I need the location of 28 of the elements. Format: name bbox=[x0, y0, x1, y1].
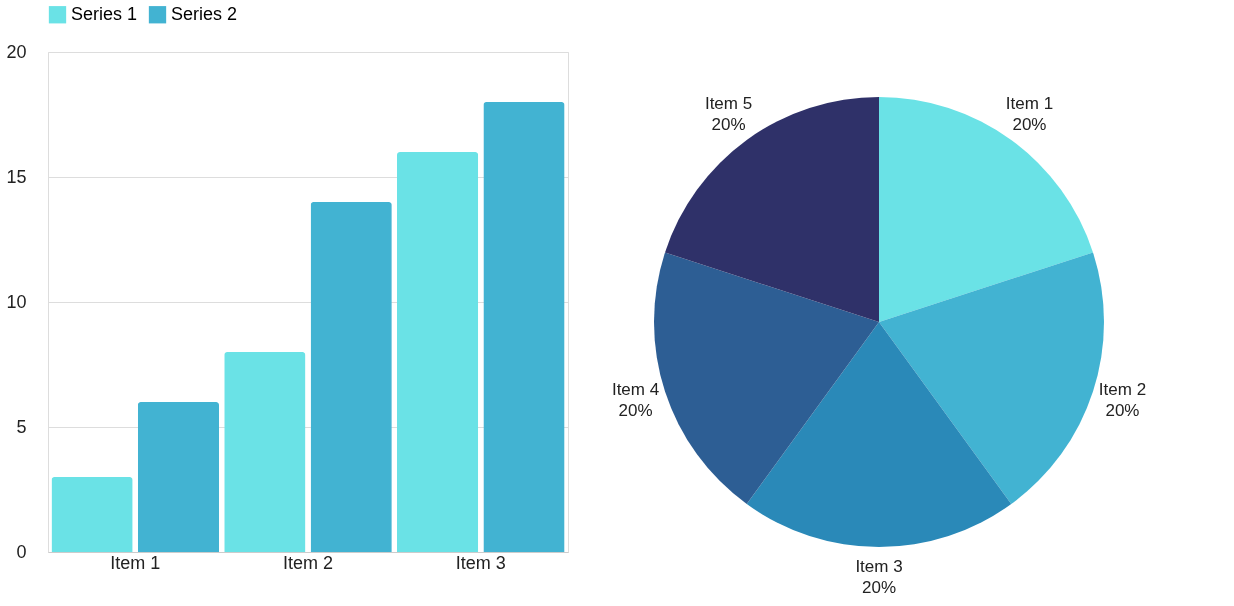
y-tick-label: 5 bbox=[16, 416, 27, 437]
bar bbox=[483, 102, 565, 552]
data-label: 20% bbox=[861, 578, 897, 597]
bar bbox=[51, 477, 133, 552]
x-tick-label: Item 3 bbox=[455, 552, 506, 573]
bar bbox=[310, 202, 392, 552]
x-tick-label: Item 2 bbox=[282, 552, 334, 573]
y-tick-label: 15 bbox=[6, 166, 27, 187]
data-label: 20% bbox=[1012, 114, 1047, 134]
pie-slice bbox=[879, 97, 1093, 322]
bar bbox=[396, 152, 479, 552]
legend-label: Series 2 bbox=[171, 3, 238, 24]
bar bbox=[137, 402, 220, 552]
slice-label: Item 4 bbox=[611, 380, 660, 400]
data-label: 20% bbox=[1105, 401, 1140, 421]
data-label: 20% bbox=[618, 401, 653, 421]
slice-label: Item 2 bbox=[1098, 380, 1147, 400]
legend-label: Series 1 bbox=[71, 3, 138, 24]
x-tick-label: Item 1 bbox=[110, 552, 161, 573]
slice-label: Item 1 bbox=[1005, 93, 1054, 113]
y-tick-label: 20 bbox=[6, 41, 27, 62]
y-tick-label: 0 bbox=[16, 541, 27, 562]
pie-slice bbox=[746, 322, 1012, 547]
pie-slice bbox=[665, 97, 879, 322]
data-label: 20% bbox=[711, 114, 746, 134]
y-tick-label: 10 bbox=[6, 291, 27, 312]
bar bbox=[224, 352, 306, 552]
slice-label: Item 5 bbox=[704, 93, 753, 113]
